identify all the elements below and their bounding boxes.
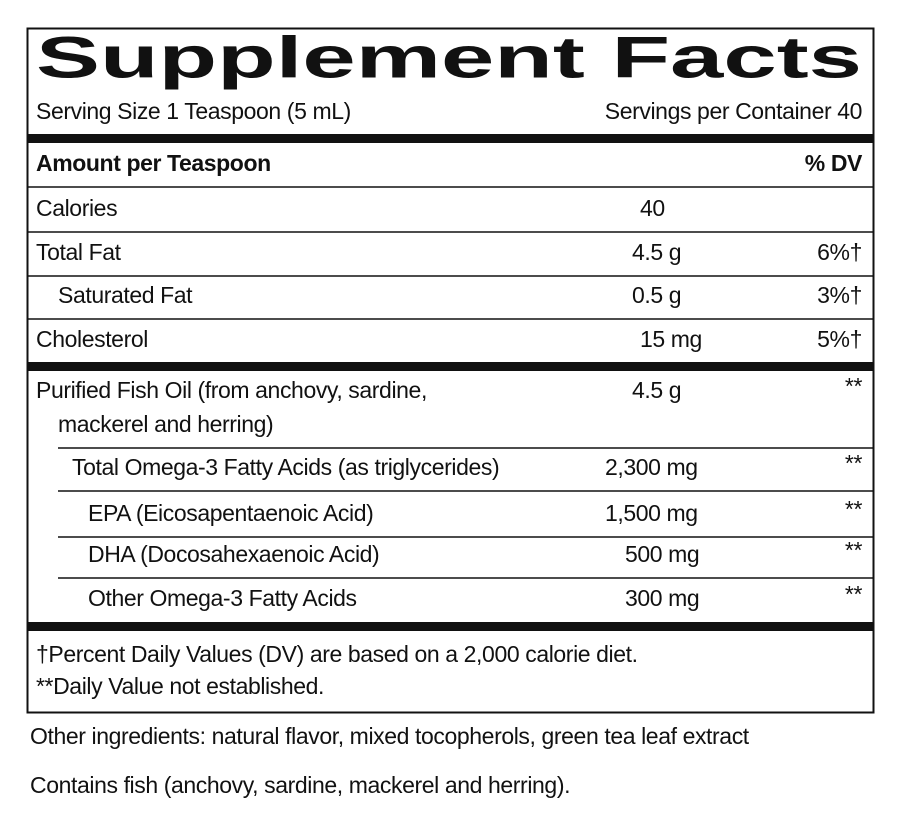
nutrient-amount: 15 mg xyxy=(640,326,702,352)
nutrient-name: Total Omega-3 Fatty Acids (as triglyceri… xyxy=(72,454,499,480)
thick-rule xyxy=(27,622,873,631)
nutrient-amount: 300 mg xyxy=(625,585,699,611)
daily-value: 6%† xyxy=(817,239,862,265)
thick-rule xyxy=(27,362,873,371)
nutrient-name: Purified Fish Oil (from anchovy, sardine… xyxy=(36,377,427,403)
footnote: †Percent Daily Values (DV) are based on … xyxy=(36,641,638,667)
daily-value: ** xyxy=(845,373,863,399)
nutrient-amount: 2,300 mg xyxy=(605,454,698,480)
footnote: **Daily Value not established. xyxy=(36,673,324,699)
nutrient-amount: 4.5 g xyxy=(632,239,681,265)
thick-rule xyxy=(27,134,873,143)
daily-value: ** xyxy=(845,496,863,522)
title: Supplement Facts xyxy=(36,25,862,90)
daily-value: 3%† xyxy=(817,282,862,308)
daily-value: ** xyxy=(845,537,863,563)
amount-header: Amount per Teaspoon xyxy=(36,150,271,176)
serving-size: Serving Size 1 Teaspoon (5 mL) xyxy=(36,98,351,124)
nutrient-name: EPA (Eicosapentaenoic Acid) xyxy=(88,500,373,526)
daily-value: ** xyxy=(845,450,863,476)
nutrient-name: Total Fat xyxy=(36,239,122,265)
nutrient-amount: 500 mg xyxy=(625,541,699,567)
nutrient-name: Saturated Fat xyxy=(58,282,193,308)
nutrient-amount: 40 xyxy=(640,195,665,221)
nutrient-amount: 4.5 g xyxy=(632,377,681,403)
nutrient-name: DHA (Docosahexaenoic Acid) xyxy=(88,541,379,567)
nutrient-name: mackerel and herring) xyxy=(58,411,273,437)
daily-value: 5%† xyxy=(817,326,862,352)
allergen-statement: Contains fish (anchovy, sardine, mackere… xyxy=(30,772,570,798)
nutrient-amount: 1,500 mg xyxy=(605,500,698,526)
other-ingredients: Other ingredients: natural flavor, mixed… xyxy=(30,723,750,749)
dv-header: % DV xyxy=(805,150,863,176)
nutrient-name: Other Omega-3 Fatty Acids xyxy=(88,585,357,611)
nutrient-amount: 0.5 g xyxy=(632,282,681,308)
nutrient-name: Cholesterol xyxy=(36,326,148,352)
daily-value: ** xyxy=(845,581,863,607)
servings-per-container: Servings per Container 40 xyxy=(605,98,862,124)
nutrient-name: Calories xyxy=(36,195,117,221)
